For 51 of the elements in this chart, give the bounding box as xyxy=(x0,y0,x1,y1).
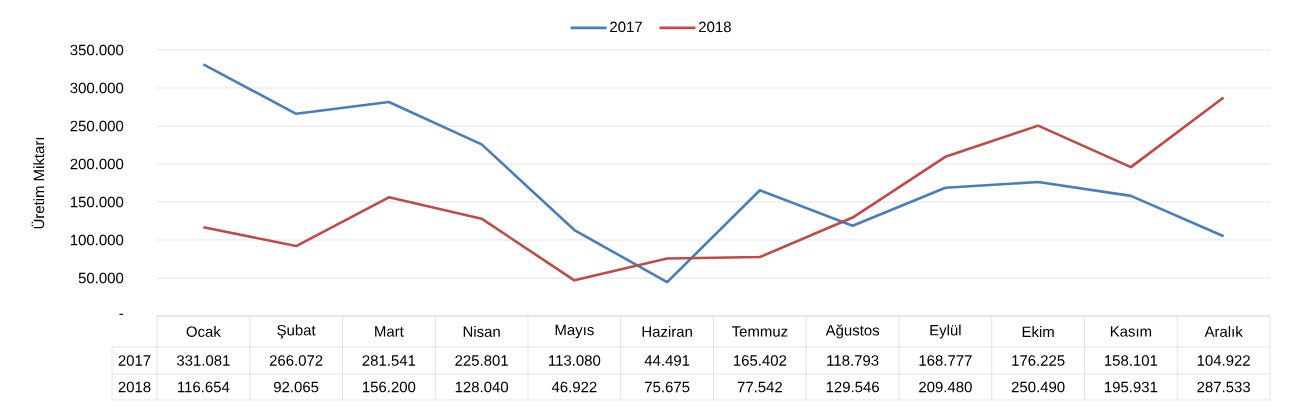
line-series xyxy=(202,96,1225,282)
x-tick-label: Şubat xyxy=(277,324,316,339)
x-tick-label: Aralık xyxy=(1204,326,1243,337)
text: 2018 xyxy=(118,381,151,393)
data-label: 209.480 xyxy=(919,381,972,393)
data-label: 165.402 xyxy=(734,355,787,366)
data-label: 250.490 xyxy=(1011,381,1065,393)
data-label: 128.040 xyxy=(455,381,509,393)
x-tick-label: Haziran xyxy=(642,326,692,337)
data-label: 75.675 xyxy=(645,381,690,393)
data-label: 156.200 xyxy=(363,381,416,393)
line-series xyxy=(202,63,1225,284)
data-label: 129.546 xyxy=(826,381,879,393)
data-label: 168.777 xyxy=(919,355,972,366)
x-tick-label: Ekim xyxy=(1022,326,1054,337)
x-tick-label: Mart xyxy=(375,326,404,337)
x-tick-label: Ağustos xyxy=(825,324,880,339)
y-tick-label: 200.000 xyxy=(70,158,124,170)
text: 2017 xyxy=(118,355,151,366)
data-label: 116.654 xyxy=(178,381,230,393)
data-label: 281.541 xyxy=(362,355,416,366)
x-tick-label: Kasım xyxy=(1110,326,1152,337)
data-label: 104.922 xyxy=(1197,355,1250,366)
data-label: 92.065 xyxy=(273,381,319,393)
x-tick-label: Temmuz xyxy=(731,326,788,337)
x-tick-label: Mayıs xyxy=(555,324,594,339)
data-label: 77.542 xyxy=(737,381,782,393)
x-tick-label: Ocak xyxy=(186,326,221,337)
y-tick-label: 350.000 xyxy=(70,44,124,56)
y-tick-label: 300.000 xyxy=(70,82,124,94)
legend-label: 2018 xyxy=(699,21,731,33)
y-tick-label: 250.000 xyxy=(70,120,124,132)
y-tick-label: - xyxy=(119,313,124,315)
x-tick-label: Nisan xyxy=(463,326,500,337)
data-label: 118.793 xyxy=(827,355,879,366)
data-label: 113.080 xyxy=(549,355,601,366)
y-tick-label: 50.000 xyxy=(78,272,124,284)
y-tick-label: 150.000 xyxy=(70,196,124,208)
legend-label: 2017 xyxy=(610,21,642,33)
data-label: 266.072 xyxy=(269,355,323,366)
data-label: 158.101 xyxy=(1105,355,1158,366)
data-label: 44.491 xyxy=(644,355,690,366)
data-label: 287.533 xyxy=(1197,381,1250,393)
data-label: 331.081 xyxy=(176,355,230,366)
data-label: 225.801 xyxy=(455,355,508,366)
data-label: 195.931 xyxy=(1105,381,1158,393)
y-tick-label: 100.000 xyxy=(70,234,124,246)
y-axis-title: Üretim Miktarı xyxy=(31,137,45,229)
x-tick-label: Eylül xyxy=(930,324,961,339)
data-label: 176.225 xyxy=(1012,355,1065,366)
data-label: 46.922 xyxy=(551,381,597,393)
